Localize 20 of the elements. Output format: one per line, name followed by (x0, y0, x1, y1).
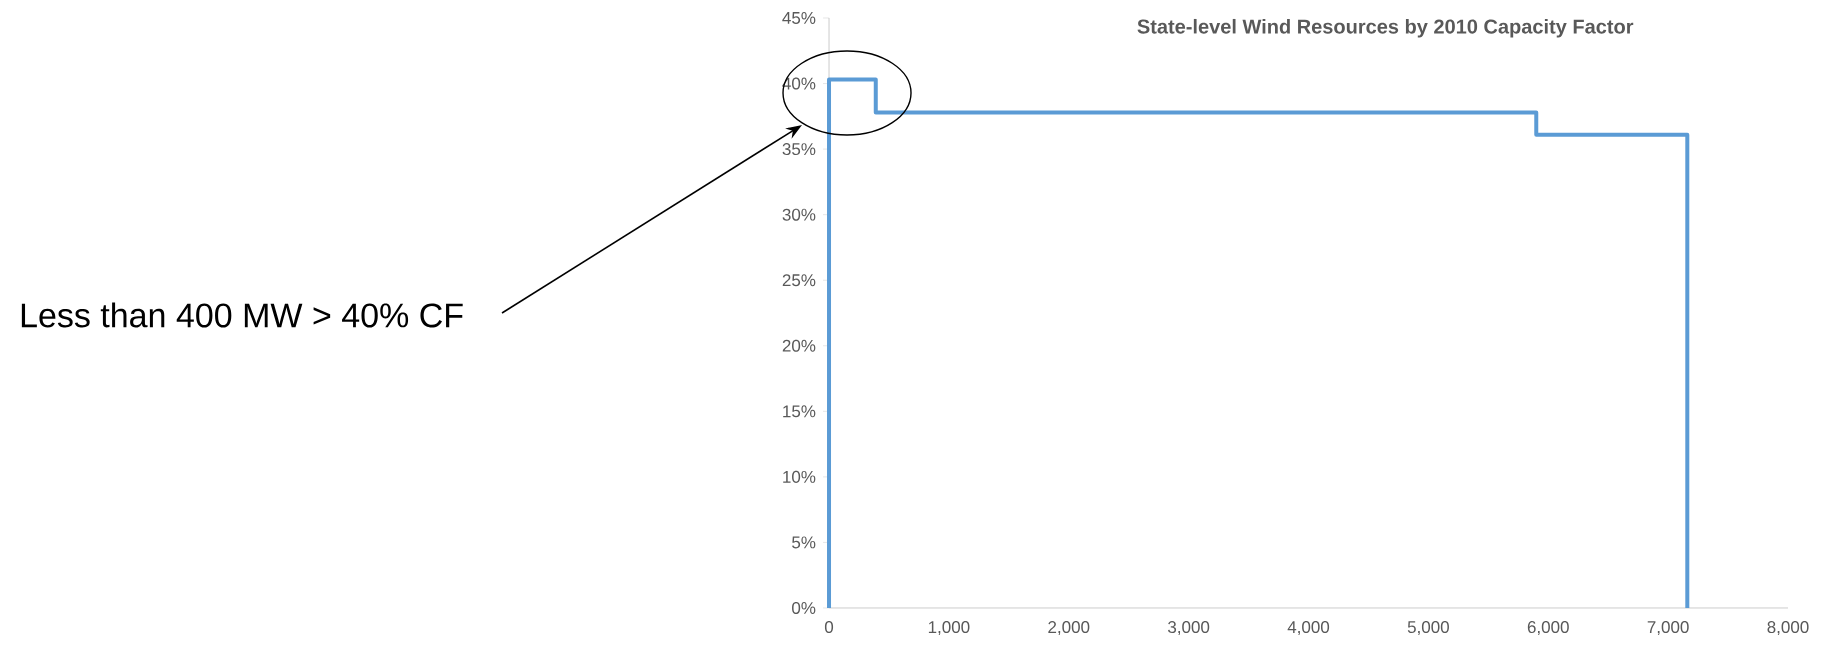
y-tick-label: 0% (792, 601, 816, 614)
y-tick-label: 20% (782, 339, 816, 352)
chart-title: State-level Wind Resources by 2010 Capacity Factor (1137, 18, 1634, 38)
x-tick-label: 6,000 (1527, 621, 1569, 636)
x-tick-label: 2,000 (1048, 621, 1090, 636)
y-tick-label: 25% (782, 274, 816, 287)
x-tick-label: 8,000 (1767, 621, 1809, 636)
x-tick-label: 5,000 (1407, 621, 1449, 636)
y-tick-label: 15% (783, 405, 816, 418)
y-tick-label: 10% (783, 470, 816, 483)
y-tick-label: 45% (782, 12, 816, 24)
x-tick-label: 1,000 (928, 621, 970, 636)
y-tick-label: 30% (782, 208, 816, 221)
text: Less than 400 MW > 40% CF (21, 302, 463, 328)
x-tick-label: 3,000 (1168, 621, 1210, 636)
y-tick-label: 5% (792, 536, 816, 549)
x-tick-label: 7,000 (1647, 621, 1689, 636)
x-tick-label: 4,000 (1287, 621, 1330, 636)
x-tick-label: 0 (824, 621, 834, 634)
y-tick-label: 35% (782, 143, 816, 156)
